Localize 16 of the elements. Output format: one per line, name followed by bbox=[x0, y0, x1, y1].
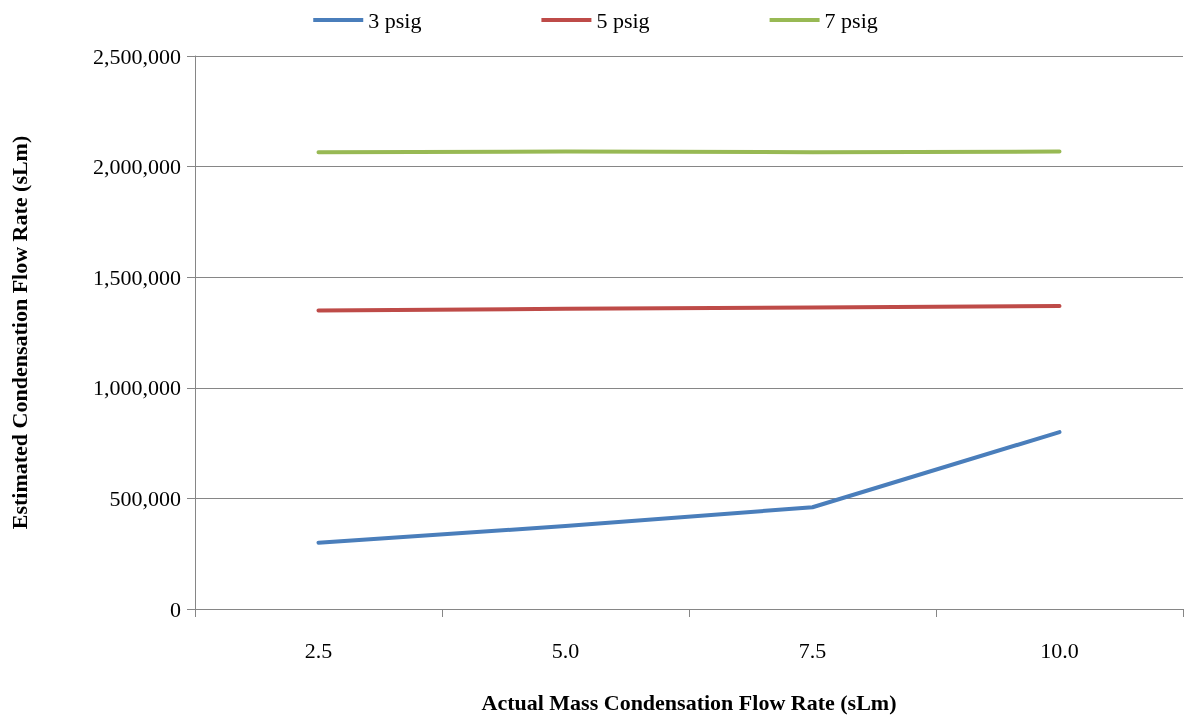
x-tick-label: 5.0 bbox=[551, 637, 580, 663]
legend-label: 5 psig bbox=[596, 7, 650, 33]
y-tick-label: 0 bbox=[170, 596, 181, 622]
x-tick-label: 7.5 bbox=[798, 637, 827, 663]
x-tick-label: 2.5 bbox=[304, 637, 333, 663]
y-tick-label: 1,500,000 bbox=[93, 264, 181, 290]
y-tick-label: 2,500,000 bbox=[93, 43, 181, 69]
y-tick-label: 2,000,000 bbox=[93, 154, 181, 180]
x-axis-title: Actual Mass Condensation Flow Rate (sLm) bbox=[481, 689, 897, 715]
y-tick-label: 1,000,000 bbox=[93, 375, 181, 401]
y-tick-label: 500,000 bbox=[109, 485, 181, 511]
line-series bbox=[316, 430, 1062, 545]
y-axis-title: Estimated Condensation Flow Rate (sLm) bbox=[6, 135, 32, 530]
legend-label: 3 psig bbox=[368, 7, 422, 33]
x-tick-label: 10.0 bbox=[1040, 637, 1079, 663]
legend-label: 7 psig bbox=[824, 7, 878, 33]
